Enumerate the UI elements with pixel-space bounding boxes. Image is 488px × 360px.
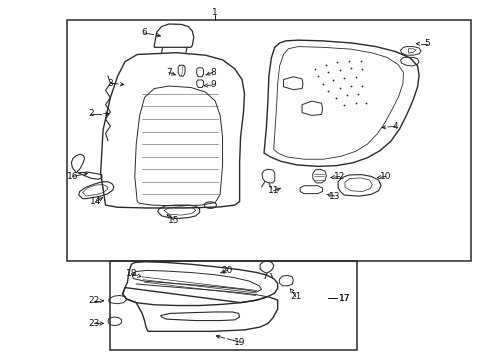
Text: 6: 6: [142, 28, 147, 37]
Text: 17: 17: [338, 294, 349, 303]
Text: 21: 21: [289, 292, 301, 301]
Text: 19: 19: [233, 338, 245, 347]
Text: 5: 5: [424, 39, 429, 48]
Text: 20: 20: [221, 266, 233, 275]
Text: 14: 14: [90, 197, 101, 206]
Text: 12: 12: [333, 172, 345, 181]
Text: 11: 11: [267, 186, 279, 195]
Text: 7: 7: [166, 68, 171, 77]
Text: 2: 2: [88, 109, 94, 118]
Text: 8: 8: [209, 68, 215, 77]
Text: 22: 22: [88, 296, 100, 305]
Text: 23: 23: [88, 319, 100, 328]
Text: 9: 9: [209, 81, 215, 90]
Text: 15: 15: [168, 216, 179, 225]
Text: 18: 18: [125, 269, 137, 278]
Text: 10: 10: [379, 172, 391, 181]
Text: 3: 3: [107, 79, 113, 88]
Text: 13: 13: [328, 192, 340, 201]
Text: 1: 1: [212, 8, 218, 17]
Text: 4: 4: [392, 122, 398, 131]
Text: 17: 17: [338, 294, 349, 303]
Text: 16: 16: [67, 172, 79, 181]
